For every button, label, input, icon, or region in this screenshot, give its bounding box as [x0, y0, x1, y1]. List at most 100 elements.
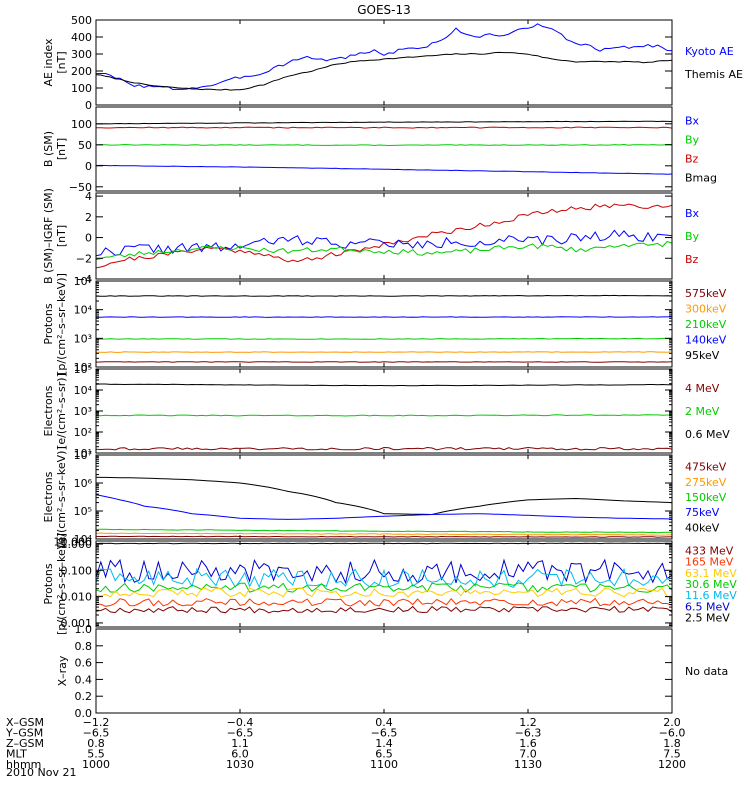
series-ae-Themis-AE [96, 51, 672, 91]
legend-entry: 4 MeV [685, 382, 720, 395]
y-tick-label: 10⁴ [74, 304, 93, 317]
legend-entry: 6.5 MeV [685, 600, 730, 613]
legend-entry: 2.5 MeV [685, 611, 730, 624]
panel-electrons_kev: 10⁴ 10⁵ 10⁶ 10⁷ Electrons [e/(cm²–s–sr–keV)] 4… [42, 446, 727, 548]
y-tick-label: −4 [76, 273, 92, 286]
y-tick-label: 0.4 [75, 673, 93, 686]
legend-entry: 165 MeV [685, 556, 734, 569]
series-protons-140keV [96, 316, 672, 318]
legend-entry: By [685, 230, 700, 243]
y-axis-label: B (SM)–IGRF (SM) [42, 188, 55, 284]
series-electrons_mev-2-MeV [96, 414, 672, 417]
y-tick-label: 1.000 [61, 538, 93, 551]
legend-entry: 11.6 MeV [685, 589, 737, 602]
y-tick-label: 300 [71, 48, 92, 61]
series-protons_mev-30.6-MeV [96, 582, 672, 593]
panel-bsm: −50 0 50 100 B (SM) [nT] Bx By Bz Bmag [42, 106, 717, 194]
series-electrons_kev-275keV [96, 532, 672, 536]
x-axis-value: 1.2 [519, 716, 537, 729]
panel-frame [95, 106, 673, 192]
panel-frame [95, 368, 673, 454]
series-bigrf-By [96, 240, 672, 261]
legend-entry: Kyoto AE [685, 45, 734, 58]
panel-bigrf: −4 −2 0 2 4 B (SM)–IGRF (SM) [nT] Bx By Bz [42, 188, 700, 286]
series-bsm-Bmag [96, 120, 672, 125]
x-axis-value: 0.4 [375, 716, 393, 729]
y-axis-label: [p/(cm²–s–sr–keV)] [55, 533, 68, 635]
y-tick-label: 0.2 [75, 690, 93, 703]
series-electrons_kev-150keV [96, 528, 672, 534]
series-protons_mev-63.1-MeV [96, 587, 672, 598]
y-axis-label: [e/(cm²–s–sr)] [55, 373, 68, 449]
y-axis-label: Electrons [42, 385, 55, 436]
y-tick-label: 0.8 [75, 640, 93, 653]
legend-entry: 30.6 MeV [685, 578, 737, 591]
legend-entry: 40keV [685, 521, 720, 534]
y-axis-label: [e/(cm²–s–sr–keV)] [55, 446, 68, 548]
x-axis-value: −6.0 [659, 727, 686, 740]
series-protons-300keV [96, 351, 672, 353]
series-bsm-Bz [96, 126, 672, 129]
y-tick-label: 500 [71, 14, 92, 27]
y-tick-label: 0 [85, 160, 92, 173]
x-axis-value: 2.0 [663, 716, 681, 729]
x-axis-value: 1200 [658, 758, 686, 771]
x-axis-value: 1030 [226, 758, 254, 771]
series-bsm-Bx [96, 164, 672, 175]
y-tick-label: 10⁵ [74, 363, 92, 376]
x-axis-value: −6.5 [371, 727, 398, 740]
y-tick-label: −50 [69, 181, 92, 194]
legend-entry: Bz [685, 153, 699, 166]
x-axis-row-label: Z–GSM [6, 737, 44, 750]
legend-entry: Bx [685, 207, 700, 220]
series-protons_mev-6.5-MeV [96, 558, 672, 585]
y-axis-label: Electrons [42, 471, 55, 522]
legend-entry: 140keV [685, 334, 727, 347]
no-data-label: No data [685, 665, 728, 678]
legend-entry: Bz [685, 253, 699, 266]
panel-electrons_mev: 10¹ 10² 10³ 10⁴ 10⁵ Electrons [e/(cm²–s–sr)] 4 … [42, 363, 730, 460]
y-tick-label: 0.6 [75, 657, 93, 670]
y-tick-label: 10² [74, 361, 92, 374]
x-axis-value: 0.8 [87, 737, 105, 750]
x-axis-value: 1.4 [375, 737, 393, 750]
x-axis-value: 1000 [82, 758, 110, 771]
legend-entry: 0.6 MeV [685, 428, 730, 441]
y-tick-label: 10⁴ [74, 533, 93, 546]
y-tick-label: 10⁴ [74, 384, 93, 397]
y-tick-label: 1.0 [75, 623, 93, 636]
legend-entry: 63.1 MeV [685, 567, 737, 580]
panel-protons: 10² 10³ 10⁴ 10⁵ Protons [p/(cm²–s–sr–keV)] 575… [42, 273, 727, 375]
legend-entry: By [685, 134, 700, 147]
x-axis-value: −6.5 [83, 727, 110, 740]
panel-frame [95, 628, 673, 714]
y-tick-label: 0 [85, 232, 92, 245]
date-label: 2010 Nov 21 [6, 766, 76, 779]
series-electrons_mev-0.6-MeV [96, 383, 672, 387]
series-protons-575keV [96, 361, 672, 363]
y-tick-label: 0.010 [61, 591, 93, 604]
legend-entry: 575keV [685, 287, 727, 300]
y-axis-label: Protons [42, 563, 55, 604]
series-protons-95keV [96, 294, 672, 297]
y-tick-label: 0 [85, 99, 92, 112]
y-axis-label: Protons [42, 303, 55, 344]
legend-entry: 150keV [685, 491, 727, 504]
legend-entry: 2 MeV [685, 405, 720, 418]
y-tick-label: 100 [71, 118, 92, 131]
x-axis-value: 5.5 [87, 748, 105, 761]
series-electrons_mev-4-MeV [96, 446, 672, 451]
y-tick-label: 0.001 [61, 617, 93, 630]
series-protons_mev-165-MeV [96, 597, 672, 607]
y-tick-label: 10⁵ [74, 275, 92, 288]
series-electrons_kev-75keV [96, 494, 672, 520]
x-axis-value: 1.6 [519, 737, 537, 750]
x-axis-value: 1130 [514, 758, 542, 771]
legend-entry: 75keV [685, 506, 720, 519]
legend-entry: 433 MeV [685, 545, 734, 558]
y-tick-label: 400 [71, 31, 92, 44]
y-tick-label: 10⁵ [74, 505, 92, 518]
y-tick-label: 100 [71, 82, 92, 95]
